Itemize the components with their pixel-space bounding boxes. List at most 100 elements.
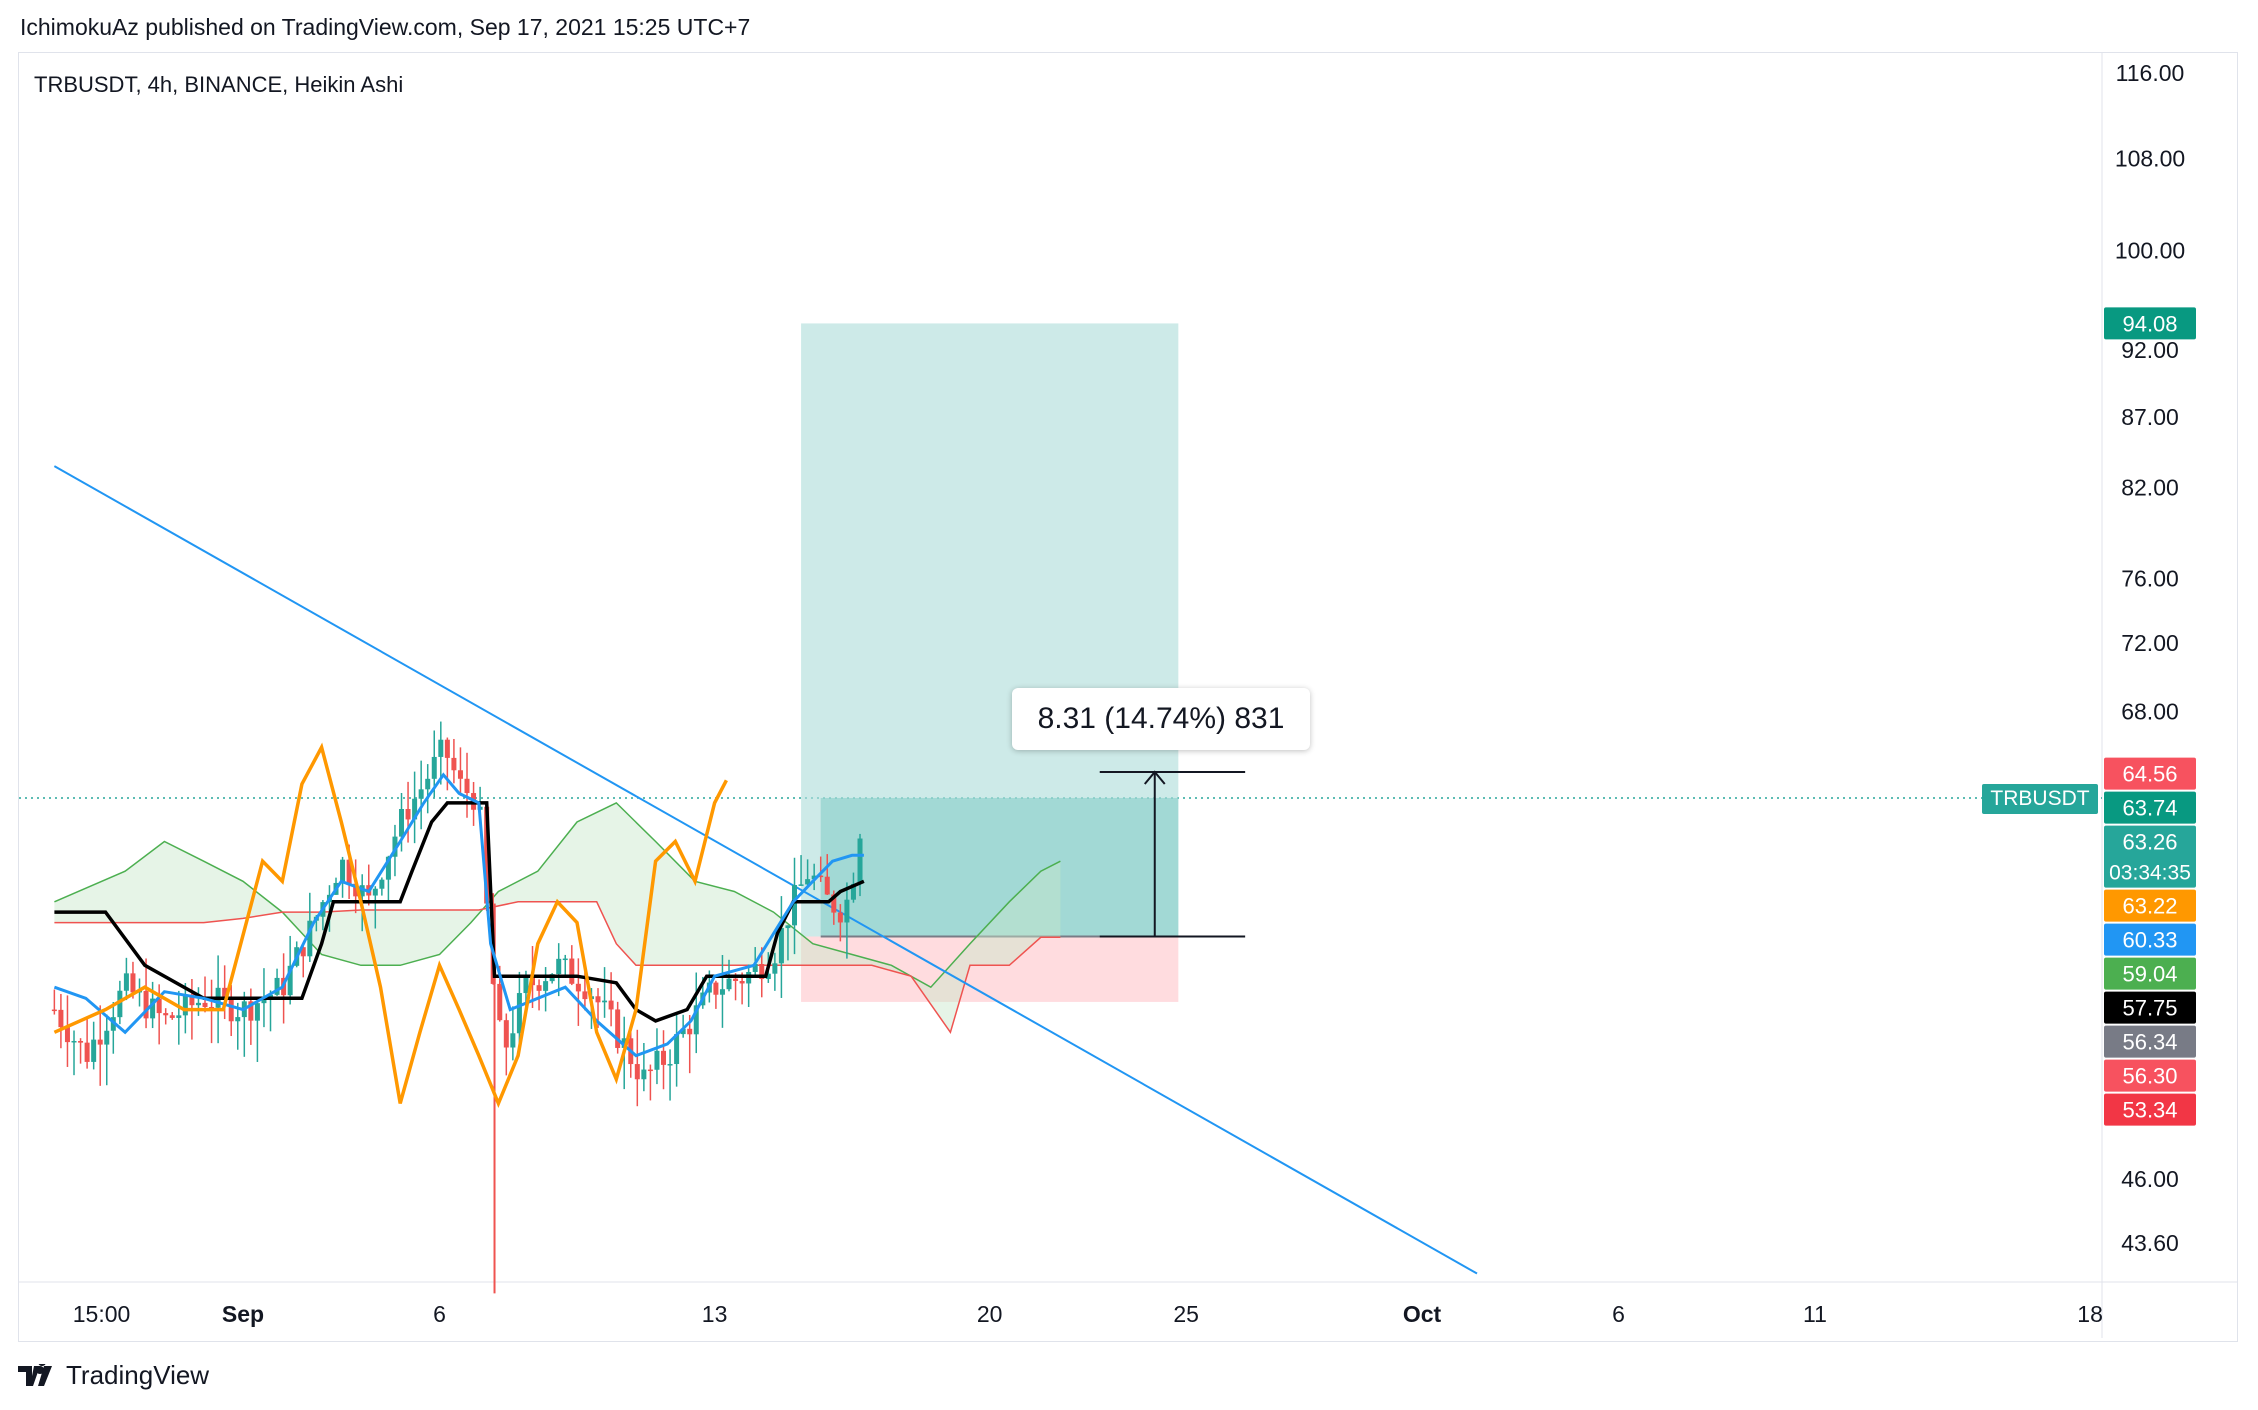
price-label-text: 60.33 — [2122, 928, 2177, 953]
candle-body — [195, 1002, 201, 1006]
price-label-text: 56.34 — [2122, 1030, 2177, 1055]
candle-body — [58, 1009, 64, 1028]
candle-body — [464, 778, 470, 794]
candle-body — [850, 883, 856, 900]
price-axis[interactable]: 116.00 108.00 100.00 92.00 87.00 82.00 76.00 72… — [2104, 60, 2196, 1256]
price-tick-label: 100.00 — [2115, 237, 2185, 263]
price-tick-label: 46.00 — [2121, 1166, 2179, 1192]
tradingview-logo[interactable]: TradingView — [18, 1360, 209, 1391]
tenkan-sen-line — [53, 772, 864, 1058]
time-axis[interactable]: 15:00 Sep 6 13 20 25 Oct 6 11 18 — [73, 1301, 2103, 1327]
loss-zone[interactable] — [801, 936, 1179, 1002]
time-tick-label: 13 — [702, 1301, 728, 1327]
price-label-badge — [2104, 1025, 2196, 1058]
candle-body — [765, 973, 771, 980]
time-tick-label: 25 — [1173, 1301, 1199, 1327]
candle-body — [733, 978, 739, 982]
candle-body — [287, 965, 293, 996]
price-label-text: 63.22 — [2122, 894, 2177, 919]
candle-body — [71, 1040, 77, 1043]
candle-body — [667, 1064, 673, 1066]
candle-body — [759, 964, 765, 980]
candle-body — [857, 838, 863, 884]
price-label-badge — [2104, 791, 2196, 824]
candle-body — [169, 1015, 175, 1018]
price-range-measure[interactable] — [1099, 770, 1246, 938]
long-position-tool[interactable] — [801, 323, 1179, 1002]
candle-body — [811, 875, 817, 880]
candle-body — [117, 990, 123, 1018]
candle-body — [719, 989, 725, 995]
candle-body — [78, 1040, 84, 1043]
candle-body — [182, 994, 188, 1016]
price-label-badge — [2104, 923, 2196, 956]
price-tick-label: 87.00 — [2121, 404, 2179, 430]
candle-body — [156, 998, 162, 1014]
candle-body — [543, 981, 549, 991]
price-label-badge — [2104, 307, 2196, 340]
price-tick-label: 72.00 — [2121, 630, 2179, 656]
symbol-tag: TRBUSDT — [1982, 784, 2098, 814]
candle-body — [634, 1064, 640, 1080]
candle-body — [778, 928, 784, 964]
price-label-badge — [2104, 957, 2196, 990]
candle-body — [51, 1009, 57, 1012]
candle-body — [209, 1006, 215, 1009]
chart-canvas[interactable]: 116.00 108.00 100.00 92.00 87.00 82.00 76.00 72… — [0, 0, 2258, 1350]
candle-body — [516, 993, 522, 1034]
candle-body — [222, 987, 228, 997]
published-caption: IchimokuAz published on TradingView.com,… — [20, 14, 751, 40]
candle-body — [451, 757, 457, 771]
candle-body — [621, 1038, 627, 1048]
chart-grid — [19, 53, 2238, 1338]
measure-label[interactable]: 8.31 (14.74%) 831 — [1012, 688, 1310, 750]
candle-body — [575, 983, 581, 992]
candle-body — [726, 978, 732, 990]
tradingview-logo-icon — [18, 1363, 52, 1386]
symbol-title: TRBUSDT, 4h, BINANCE, Heikin Ashi — [34, 72, 404, 97]
candle-body — [392, 836, 398, 857]
candle-body — [163, 1013, 169, 1016]
kumo-fill — [54, 802, 1061, 1033]
candle-body — [562, 958, 568, 961]
price-label-badge — [2104, 825, 2196, 888]
candle-body — [654, 1050, 660, 1070]
candle-body — [123, 973, 129, 991]
trendline-drawing[interactable] — [53, 465, 1478, 1275]
candle-body — [536, 985, 542, 991]
descending-trendline[interactable] — [53, 465, 1478, 1275]
candle-body — [359, 885, 365, 897]
candle-body — [97, 1039, 103, 1045]
candle-body — [484, 806, 490, 904]
time-tick-label: 6 — [433, 1301, 446, 1327]
candle-body — [104, 1030, 110, 1045]
candle-body — [248, 1001, 254, 1021]
price-label-text: 59.04 — [2122, 962, 2177, 987]
candle-body — [399, 808, 405, 837]
price-tick-label: 68.00 — [2121, 699, 2179, 725]
candle-body — [785, 925, 791, 929]
candle-body — [693, 1005, 699, 1035]
chikou-span-line — [53, 742, 728, 1109]
candle-body — [615, 1009, 621, 1048]
price-label-text: 56.30 — [2122, 1064, 2177, 1089]
price-label-badge — [2104, 1059, 2196, 1092]
candle-body — [130, 973, 136, 993]
candle-body — [412, 798, 418, 820]
price-tick-label: 108.00 — [2115, 145, 2185, 171]
candle-body — [228, 996, 234, 1022]
candle-body — [837, 912, 843, 923]
candle-body — [431, 756, 437, 779]
ichimoku-lines — [53, 742, 865, 1109]
time-tick-label: 20 — [977, 1301, 1003, 1327]
measure-arrow-head — [1143, 770, 1166, 785]
candle-body — [405, 808, 411, 820]
price-label-badge — [2104, 757, 2196, 790]
chart-pane[interactable] — [18, 52, 2238, 1342]
candle-body — [497, 983, 503, 1021]
price-tick-label: 43.60 — [2121, 1230, 2179, 1256]
candle-body — [792, 885, 798, 926]
price-label-text: 63.26 — [2122, 830, 2177, 855]
price-label-text: 94.08 — [2122, 311, 2177, 336]
candle-body — [772, 963, 778, 974]
